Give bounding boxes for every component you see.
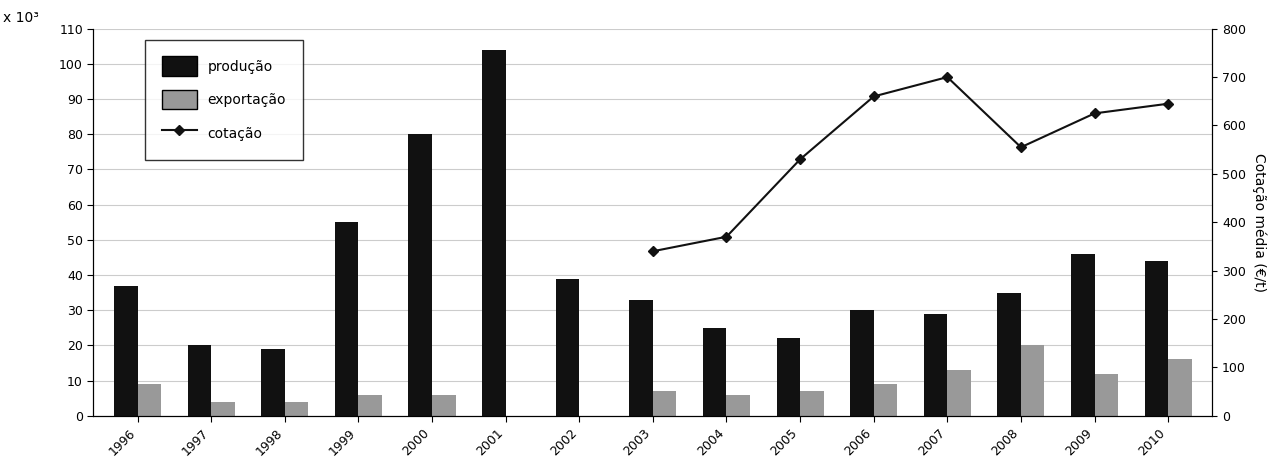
Bar <box>1021 345 1044 416</box>
Y-axis label: Cotação média (€/t): Cotação média (€/t) <box>1252 153 1266 292</box>
Bar <box>629 300 653 416</box>
Bar <box>800 391 823 416</box>
Bar <box>850 310 874 416</box>
Bar <box>874 384 897 416</box>
Bar <box>482 50 506 416</box>
Bar <box>114 286 138 416</box>
Bar <box>726 394 750 416</box>
Bar <box>1094 373 1118 416</box>
Bar <box>285 401 308 416</box>
Bar <box>409 134 432 416</box>
Legend: produção, exportação, cotação: produção, exportação, cotação <box>146 39 303 159</box>
Bar <box>358 394 382 416</box>
Bar <box>188 345 211 416</box>
Bar <box>777 338 800 416</box>
Bar <box>924 314 947 416</box>
Bar <box>1145 261 1168 416</box>
Bar <box>703 328 726 416</box>
Text: x 10³: x 10³ <box>3 11 38 25</box>
Bar <box>1071 254 1094 416</box>
Bar <box>997 293 1021 416</box>
Bar <box>211 401 235 416</box>
Bar <box>335 222 358 416</box>
Bar <box>947 370 971 416</box>
Bar <box>261 349 285 416</box>
Bar <box>653 391 676 416</box>
Bar <box>556 279 579 416</box>
Bar <box>1168 359 1191 416</box>
Bar <box>432 394 455 416</box>
Bar <box>138 384 161 416</box>
